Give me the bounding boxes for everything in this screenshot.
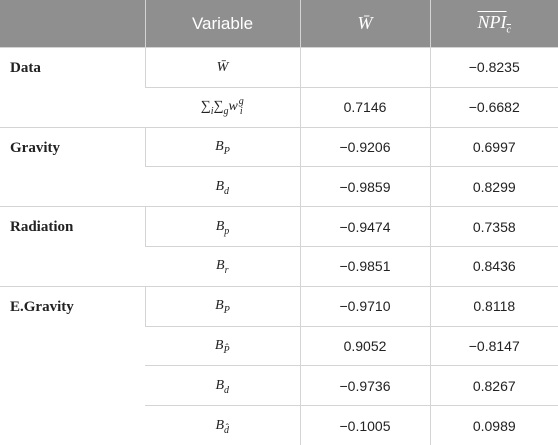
value-cell: 0.6997 [429,126,558,167]
value-cell: −0.8235 [429,47,558,88]
symbol: B [215,139,224,155]
group-label: Gravity [0,126,145,207]
value-cell: −0.9710 [299,285,430,327]
value-cell: 0.0989 [429,405,558,445]
expression: Bd [215,377,230,396]
group-label: Data [0,47,145,128]
value-cell: −0.6682 [429,86,558,128]
expression: Variable [192,14,253,33]
expression: NPIc [477,11,511,36]
symbol: ∑ [213,99,224,115]
symbol: B [215,298,224,314]
variable-cell: Bd̂ [145,405,300,445]
group-label: Radiation [0,206,145,287]
value-cell: 0.9052 [299,325,430,366]
variable-cell: BP̂ [145,325,300,366]
variable-cell: Bd [145,365,300,406]
header-cell: NPIc [429,0,558,48]
value-cell: −0.9736 [299,365,430,406]
expression: BP [215,298,230,317]
table-row: Bd̂ −0.1005 0.0989 [0,405,558,445]
variable-cell: W̄ [144,47,300,88]
symbol: W̄ [216,60,229,76]
expression: ∑i∑gw g i [200,97,244,118]
symbol: NPI [477,11,507,32]
symbol: Variable [191,13,254,33]
subscript: P [223,145,230,157]
table-body: Data W̄ −0.8235 ∑i∑gw g i 0.7146 −0.6682 Gravity… [0,47,558,445]
subscript: d [224,185,230,197]
table-row: Radiation Bp −0.9474 0.7358 [0,206,558,287]
value-cell: 0.8299 [429,166,558,207]
symbol: B [215,377,225,393]
value-cell: −0.9851 [299,245,430,287]
subscript: r [224,265,229,277]
table-row: Bd −0.9736 0.8267 [0,365,558,406]
value-cell: 0.8436 [429,245,558,287]
subscript: i [210,106,214,118]
table-row: BP̂ 0.9052 −0.8147 [0,325,558,366]
expression: W̄ [217,60,229,75]
value-cell: −0.9859 [299,166,430,207]
value-cell: −0.8147 [429,325,558,366]
value-cell: 0.7358 [429,206,558,247]
subscript: g [223,106,229,118]
variable-cell: Br [145,245,300,287]
variable-cell: ∑i∑gw g i [145,86,300,128]
value-cell: −0.1005 [299,405,430,445]
expression: Br [216,258,229,277]
variable-cell: BP [144,285,300,327]
group-label: E.Gravity [0,285,145,445]
header-cell: Variable [144,0,300,48]
header-cell: W̄ [299,0,430,48]
symbol: B [215,417,225,433]
symbol: B [215,218,225,234]
subscript: c [506,24,511,36]
header-row: Variable W̄ NPIc [0,0,558,48]
table-row: E.Gravity BP −0.9710 0.8118 [0,285,558,445]
subscript: d [224,384,230,396]
symbol: w [228,99,238,115]
table-row: Br −0.9851 0.8436 [0,245,558,287]
expression: Bd̂ [215,417,230,436]
value-cell: 0.8267 [429,365,558,406]
superscript: g [238,96,244,108]
symbol: B [215,178,225,194]
value-cell: −0.9206 [299,126,430,167]
symbol: B [214,338,224,354]
subscript: p [224,225,230,237]
subscript: P̂ [223,344,230,356]
subscript: P [223,305,230,317]
expression: Bd [215,178,230,197]
expression: BP [215,139,230,157]
subscript: i [239,106,243,118]
value-cell [299,47,430,88]
variable-cell: Bp [144,206,300,247]
expression: W̄ [358,13,373,33]
table-row: ∑i∑gw g i 0.7146 −0.6682 [0,86,558,128]
value-cell: −0.9474 [299,206,430,247]
variable-cell: BP [144,126,300,167]
expression: Bp [215,218,230,237]
header-cell [0,0,145,48]
table-row: Data W̄ −0.8235 [0,47,558,128]
symbol: ∑ [200,99,211,115]
table-row: Bd −0.9859 0.8299 [0,166,558,207]
variable-cell: Bd [145,166,300,207]
value-cell: 0.7146 [299,86,430,128]
expression: BP̂ [214,338,230,356]
value-cell: 0.8118 [429,285,558,327]
subscript: d̂ [224,424,230,436]
symbol: B [216,258,225,274]
symbol: W̄ [357,13,373,33]
table-row: Gravity BP −0.9206 0.6997 [0,126,558,207]
